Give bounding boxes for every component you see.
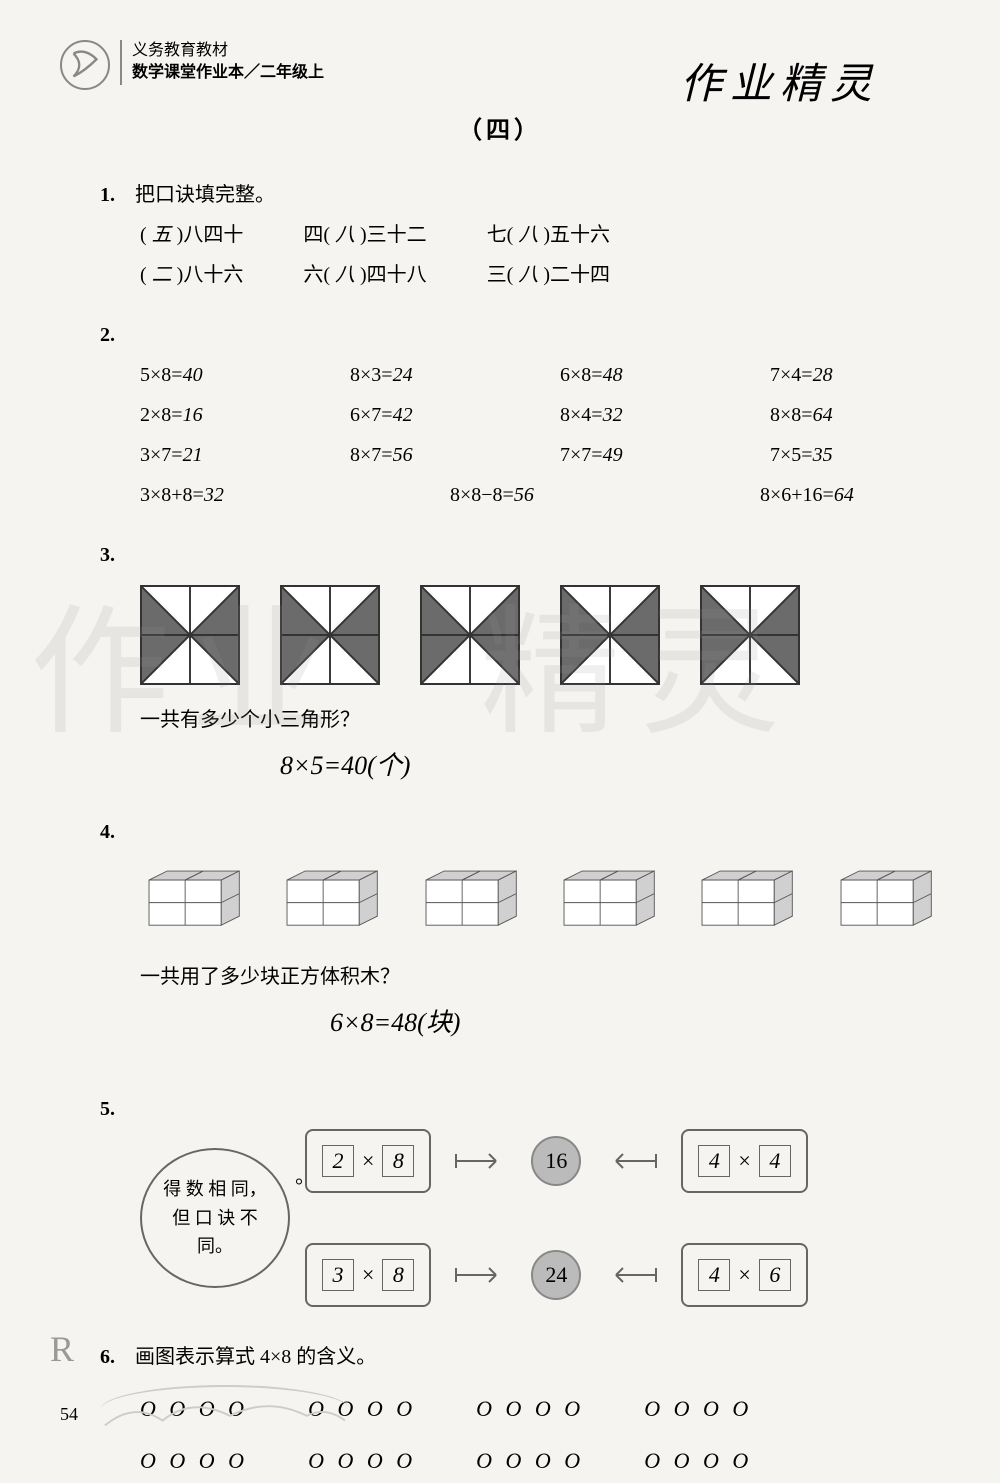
q1-item: 七( 八 )五十六 <box>487 215 610 255</box>
q2-row: 3×7=21 8×7=56 7×7=49 7×5=35 <box>140 435 940 475</box>
q2-cell: 8×8−8=56 <box>450 475 650 515</box>
circle-group: O O O O <box>140 1439 248 1483</box>
q2-cell: 6×8=48 <box>560 355 720 395</box>
circle-group: O O O O <box>644 1439 752 1483</box>
q1-row: ( 五 )八四十 四( 八 )三十二 七( 八 )五十六 <box>140 215 940 255</box>
q2-cell: 8×7=56 <box>350 435 510 475</box>
q5-row: 2×8 16 4×4 <box>305 1129 808 1193</box>
q2-row: 2×8=16 6×7=42 8×4=32 8×8=64 <box>140 395 940 435</box>
q1-item: ( 五 )八四十 <box>140 215 243 255</box>
question-4: 4. <box>100 812 940 1049</box>
circle-group: O O O O <box>476 1439 584 1483</box>
handwritten-title: 作业精灵 <box>680 50 880 111</box>
cube-group <box>140 862 248 942</box>
expr-box-left: 3×8 <box>305 1243 431 1307</box>
circle-group: O O O O <box>644 1387 752 1431</box>
circle-group: O O O O <box>476 1387 584 1431</box>
q2-cell: 7×5=35 <box>770 435 930 475</box>
question-3: 3. <box>100 535 940 792</box>
header-line1: 义务教育教材 <box>132 40 324 62</box>
q6-prompt: 画图表示算式 4×8 的含义。 <box>135 1346 376 1368</box>
circle-row: O O O OO O O OO O O OO O O O <box>140 1439 940 1483</box>
q3-question: 一共有多少个小三角形？ <box>140 700 940 740</box>
header-text: 义务教育教材 数学课堂作业本／二年级上 <box>120 40 324 85</box>
triangle-square <box>140 585 240 685</box>
arrow-right-icon <box>451 1260 511 1290</box>
result-circle: 24 <box>531 1250 581 1300</box>
q1-item: 三( 八 )二十四 <box>487 255 610 295</box>
q2-number: 2. <box>100 315 130 355</box>
q2-cell: 8×8=64 <box>770 395 930 435</box>
triangle-square <box>560 585 660 685</box>
arrow-right-icon <box>451 1146 511 1176</box>
q1-item: 四( 八 )三十二 <box>303 215 426 255</box>
triangle-square <box>420 585 520 685</box>
thought-bubble: 得 数 相 同，但 口 诀 不 同。 <box>140 1148 290 1288</box>
triangle-square <box>280 585 380 685</box>
q2-cell: 3×7=21 <box>140 435 300 475</box>
expr-box-right: 4×6 <box>681 1243 807 1307</box>
q5-row: 3×8 24 4×6 <box>305 1243 808 1307</box>
q2-cell: 8×3=24 <box>350 355 510 395</box>
cube-group <box>417 862 525 942</box>
q6-number: 6. <box>100 1337 130 1377</box>
cube-group <box>693 862 801 942</box>
q4-number: 4. <box>100 812 130 852</box>
question-2: 2. 5×8=408×3=246×8=487×4=282×8=166×7=428… <box>100 315 940 515</box>
cube-group <box>278 862 386 942</box>
q1-item: 六( 八 )四十八 <box>303 255 426 295</box>
q4-answer: 6×8=48(块) <box>330 997 940 1049</box>
publisher-logo <box>60 40 110 90</box>
arrow-left-icon <box>601 1260 661 1290</box>
q3-number: 3. <box>100 535 130 575</box>
q2-cell: 8×4=32 <box>560 395 720 435</box>
circle-group: O O O O <box>308 1439 416 1483</box>
question-5: 5. 得 数 相 同，但 口 诀 不 同。 2×8 16 4×4 3×8 24 … <box>100 1089 940 1307</box>
q1-item: ( 二 )八十六 <box>140 255 243 295</box>
q2-cell: 6×7=42 <box>350 395 510 435</box>
page-decoration <box>100 1385 350 1435</box>
result-circle: 16 <box>531 1136 581 1186</box>
arrow-left-icon <box>601 1146 661 1176</box>
section-title: （四） <box>60 110 940 145</box>
q2-row: 5×8=40 8×3=24 6×8=48 7×4=28 <box>140 355 940 395</box>
cube-group <box>832 862 940 942</box>
q2-cell: 5×8=40 <box>140 355 300 395</box>
page-number: 54 <box>60 1404 78 1425</box>
triangle-square <box>700 585 800 685</box>
q1-row: ( 二 )八十六 六( 八 )四十八 三( 八 )二十四 <box>140 255 940 295</box>
q1-number: 1. <box>100 175 130 215</box>
q2-cell: 8×6+16=64 <box>760 475 960 515</box>
q3-answer: 8×5=40(个) <box>280 740 940 792</box>
content-area: 1. 把口诀填完整。 ( 五 )八四十四( 八 )三十二七( 八 )五十六( 二… <box>100 175 940 1483</box>
expr-box-right: 4×4 <box>681 1129 807 1193</box>
expr-box-left: 2×8 <box>305 1129 431 1193</box>
header-line2: 数学课堂作业本／二年级上 <box>132 62 324 84</box>
q2-cell: 7×7=49 <box>560 435 720 475</box>
q1-prompt: 把口诀填完整。 <box>135 184 275 206</box>
q4-question: 一共用了多少块正方体积木？ <box>140 957 940 997</box>
cube-group <box>555 862 663 942</box>
q2-cell: 2×8=16 <box>140 395 300 435</box>
q2-cell: 7×4=28 <box>770 355 930 395</box>
question-1: 1. 把口诀填完整。 ( 五 )八四十四( 八 )三十二七( 八 )五十六( 二… <box>100 175 940 295</box>
q2-cell: 3×8+8=32 <box>140 475 340 515</box>
q5-number: 5. <box>100 1089 130 1129</box>
r-mark: R <box>50 1328 74 1370</box>
q2-last-row: 3×8+8=328×8−8=568×6+16=64 <box>140 475 940 515</box>
